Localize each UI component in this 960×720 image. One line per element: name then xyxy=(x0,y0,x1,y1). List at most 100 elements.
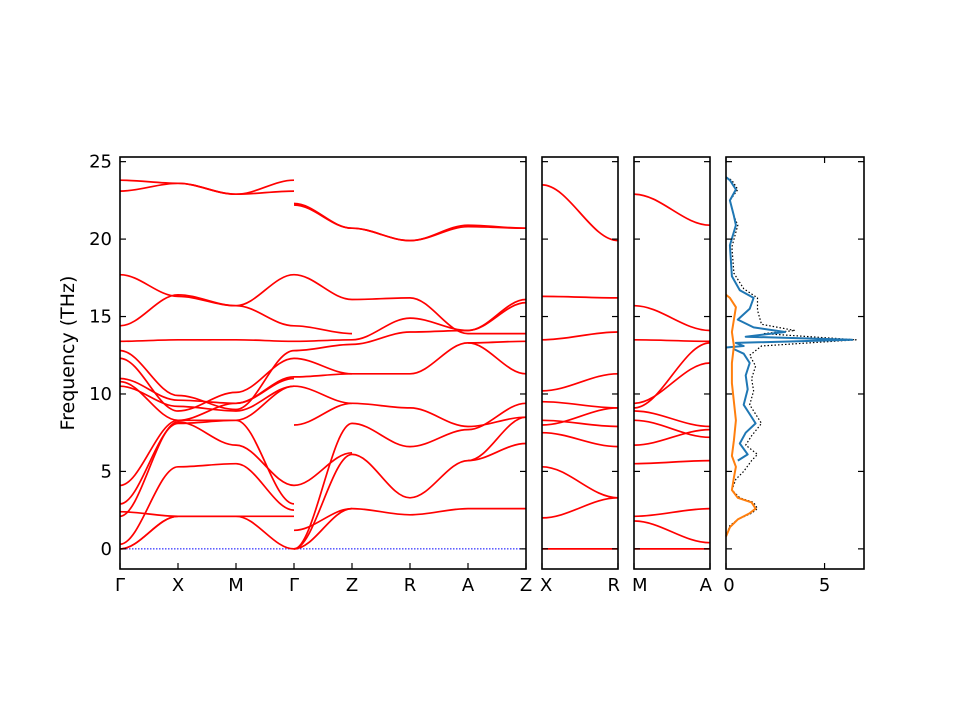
band-line xyxy=(541,184,619,242)
dos-x-tick-label: 5 xyxy=(819,575,830,596)
band-line xyxy=(177,182,237,196)
band-line xyxy=(293,372,353,378)
band-line xyxy=(633,459,711,465)
y-tick-label: 15 xyxy=(89,307,112,328)
band-line xyxy=(467,402,527,431)
band-line xyxy=(119,377,179,402)
k-point-label: M xyxy=(228,575,244,596)
band-line xyxy=(119,465,179,546)
y-tick-label: 0 xyxy=(101,539,112,560)
band-line xyxy=(235,338,295,343)
panel-dos-frame xyxy=(725,156,865,570)
k-point-label: M xyxy=(632,575,648,596)
panel-ma-frame xyxy=(633,156,711,570)
k-point-label: X xyxy=(172,575,184,596)
band-line xyxy=(633,419,711,439)
band-line xyxy=(409,407,469,428)
band-line xyxy=(633,304,711,332)
band-line xyxy=(293,402,353,426)
band-line xyxy=(235,349,295,411)
band-line xyxy=(293,451,353,487)
band-line xyxy=(235,179,295,196)
dos-curve-a xyxy=(733,348,757,462)
band-line xyxy=(541,496,619,519)
band-line xyxy=(177,405,237,412)
band-line xyxy=(177,402,237,422)
band-line xyxy=(541,407,619,426)
dos-x-tick-label: 0 xyxy=(723,575,734,596)
band-line xyxy=(633,193,711,227)
band-line xyxy=(235,304,295,327)
panel-xr xyxy=(541,184,619,550)
band-line xyxy=(119,293,179,327)
band-line xyxy=(293,324,353,335)
band-line xyxy=(351,422,411,448)
k-point-label: A xyxy=(700,575,713,596)
band-line xyxy=(541,331,619,341)
band-line xyxy=(541,431,619,448)
band-line xyxy=(633,338,711,343)
band-line xyxy=(409,297,469,335)
band-line xyxy=(409,459,469,499)
band-line xyxy=(351,453,411,499)
band-line xyxy=(467,340,527,344)
k-point-label: A xyxy=(462,575,475,596)
band-line xyxy=(409,428,469,448)
band-line xyxy=(235,273,295,307)
band-line xyxy=(119,422,179,505)
k-point-label: Γ xyxy=(115,575,125,596)
band-line xyxy=(467,416,527,428)
k-point-label: Z xyxy=(346,575,358,596)
band-line xyxy=(351,507,411,516)
band-line xyxy=(293,385,353,405)
dos-curve-b xyxy=(725,294,757,537)
band-line xyxy=(351,331,411,346)
band-line xyxy=(633,520,711,544)
band-line xyxy=(119,179,179,185)
band-line xyxy=(467,225,527,230)
band-line xyxy=(119,515,179,550)
band-line xyxy=(351,297,411,301)
k-point-label: R xyxy=(607,575,620,596)
y-tick-label: 20 xyxy=(89,229,112,250)
y-tick-label: 5 xyxy=(101,461,112,482)
band-line xyxy=(119,338,179,343)
y-tick-label: 25 xyxy=(89,152,112,173)
band-line xyxy=(467,416,527,462)
band-line xyxy=(235,357,295,394)
band-line xyxy=(235,462,295,511)
band-line xyxy=(235,385,295,412)
band-line xyxy=(177,295,237,307)
band-line xyxy=(633,428,711,446)
band-line xyxy=(293,422,353,550)
band-line xyxy=(119,385,179,408)
band-line xyxy=(119,182,179,192)
band-line xyxy=(235,444,295,487)
band-line xyxy=(235,515,295,550)
panel-xr-frame xyxy=(541,156,619,570)
band-line xyxy=(235,419,295,505)
band-line xyxy=(633,507,711,518)
band-line xyxy=(293,338,353,343)
band-line xyxy=(293,507,353,532)
panel-main-frame xyxy=(119,156,527,570)
band-line xyxy=(409,342,469,375)
band-line xyxy=(467,301,527,332)
panel-main xyxy=(119,179,527,550)
band-line xyxy=(633,342,711,409)
band-line xyxy=(177,462,237,468)
k-point-label: Γ xyxy=(289,575,299,596)
y-axis-label: Frequency (THz) xyxy=(57,276,79,431)
band-line xyxy=(351,317,411,341)
band-line xyxy=(351,402,411,409)
band-line xyxy=(119,510,179,518)
band-line xyxy=(119,419,179,487)
panel-ma xyxy=(633,193,711,550)
band-line xyxy=(119,273,179,298)
band-line xyxy=(409,225,469,242)
band-line xyxy=(541,400,619,409)
band-line xyxy=(633,410,711,428)
band-line xyxy=(119,421,179,518)
k-point-label: R xyxy=(404,575,417,596)
